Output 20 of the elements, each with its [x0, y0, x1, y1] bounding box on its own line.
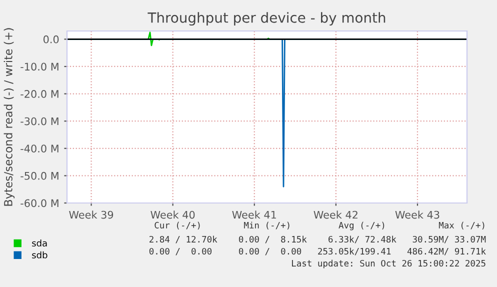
- text: 2.84 / 12.70k 0.00 / 8.15k 6.33k/ 72.48k 30.59M/ 33.07M: [150, 236, 486, 244]
- text: Cur (-/+) Min (-/+) Avg (-/+) Max (-/+): [154, 222, 484, 230]
- y-tick-label: -60.0 M: [20, 199, 58, 208]
- y-tick-label: -10.0 M: [20, 62, 58, 71]
- chart-title: Throughput per device - by month: [148, 12, 386, 26]
- x-tick-label: Week 42: [314, 210, 358, 219]
- text: Last update: Sun Oct 26 15:00:22 2025: [292, 260, 486, 268]
- y-tick-label: -50.0 M: [20, 172, 58, 180]
- legend-label: sdb: [32, 251, 48, 258]
- x-tick-label: Week 43: [395, 210, 440, 219]
- y-axis-title: Bytes/second read (-) / write (+): [4, 28, 15, 206]
- y-tick-label: -30.0 M: [20, 117, 58, 126]
- y-tick-label: -20.0 M: [20, 90, 58, 98]
- text: 0.00 / 0.00 0.00 / 0.00 253.05k/199.41 486.42M/ 91.71k: [149, 248, 486, 256]
- x-tick-label: Week 39: [69, 210, 114, 219]
- legend-label: sda: [32, 240, 47, 246]
- x-tick-label: Week 41: [232, 210, 276, 219]
- y-tick-label: 0.0: [43, 35, 59, 44]
- y-tick-label: -40.0 M: [20, 144, 58, 152]
- x-tick-label: Week 40: [150, 210, 195, 219]
